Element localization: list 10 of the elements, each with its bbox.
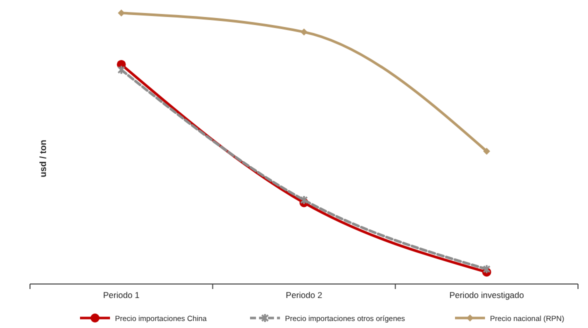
x-tick-label: Periodo investigado <box>449 290 524 300</box>
x-tick-label: Periodo 1 <box>103 290 140 300</box>
point <box>300 28 308 36</box>
point <box>482 264 491 274</box>
point <box>118 10 125 16</box>
x-tick-label: Periodo 2 <box>286 290 322 300</box>
y-axis-title: usd / ton <box>38 140 48 178</box>
point <box>117 65 126 75</box>
point <box>300 195 308 205</box>
point <box>483 148 490 155</box>
